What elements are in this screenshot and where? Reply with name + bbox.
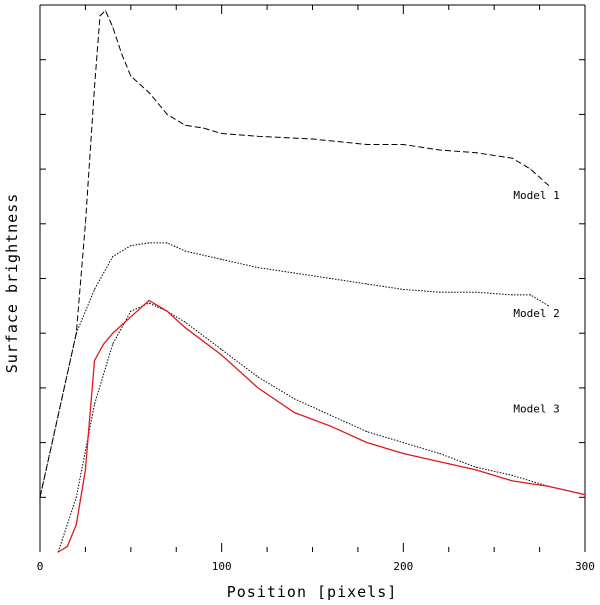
data-point: [184, 327, 186, 329]
data-point: [112, 332, 114, 334]
plot-axes: [39, 4, 586, 552]
data-point: [584, 493, 586, 496]
data-point: [221, 258, 223, 260]
data-point: [99, 15, 101, 17]
data-point: [93, 288, 96, 291]
data-point: [439, 461, 441, 463]
data-point: [184, 124, 186, 126]
series-layer: [39, 9, 586, 553]
data-point: [202, 127, 205, 129]
series-line-model-2: [39, 242, 549, 498]
data-point: [330, 425, 332, 427]
data-point: [511, 157, 513, 159]
data-point: [548, 305, 550, 307]
data-point: [257, 387, 259, 389]
data-point: [75, 496, 77, 498]
data-point: [475, 291, 477, 293]
data-point: [84, 223, 87, 225]
data-point: [166, 310, 168, 312]
data-point: [130, 316, 132, 318]
data-point: [439, 452, 441, 455]
data-point: [221, 132, 223, 135]
data-point: [148, 299, 150, 301]
series-line-observed: [57, 299, 586, 553]
data-point: [311, 138, 314, 140]
data-point: [184, 321, 186, 323]
data-point: [130, 310, 132, 312]
data-point: [184, 250, 186, 252]
data-point: [529, 168, 532, 170]
series-annotation: Model 3: [513, 403, 559, 416]
series-annotation: Model 1: [513, 189, 559, 202]
data-point: [293, 272, 295, 274]
data-point: [366, 442, 368, 444]
data-point: [121, 53, 123, 55]
x-tick-label: 200: [393, 560, 413, 573]
data-point: [511, 474, 513, 477]
data-point: [102, 343, 105, 345]
labels-layer: Position [pixels] Surface brightness 0 10…: [3, 189, 595, 601]
data-point: [148, 302, 150, 304]
data-point: [548, 485, 550, 487]
data-point: [439, 149, 441, 151]
x-tick-label: 0: [37, 560, 44, 573]
data-point: [112, 343, 114, 345]
data-point: [529, 294, 532, 296]
data-point: [93, 359, 96, 362]
data-point: [57, 414, 59, 416]
data-point: [293, 398, 295, 400]
data-point: [475, 152, 477, 154]
data-point: [402, 452, 404, 455]
data-point: [93, 403, 96, 405]
data-point: [148, 91, 150, 94]
data-point: [330, 277, 332, 280]
data-point: [148, 242, 150, 244]
series-line-model-1: [39, 9, 550, 498]
data-point: [75, 332, 77, 334]
data-point: [112, 256, 114, 258]
data-point: [39, 496, 41, 498]
data-point: [166, 242, 168, 244]
data-point: [330, 414, 332, 416]
x-axis-title: Position [pixels]: [227, 583, 398, 601]
data-point: [511, 294, 513, 296]
data-point: [104, 9, 106, 12]
x-tick-label: 300: [575, 560, 595, 573]
data-point: [366, 143, 368, 146]
data-point: [75, 524, 77, 526]
data-point: [166, 113, 168, 115]
data-point: [112, 26, 114, 28]
y-axis-title: Surface brightness: [3, 193, 21, 374]
data-point: [475, 469, 477, 471]
data-point: [257, 266, 259, 269]
series-annotation: Model 2: [513, 307, 559, 320]
data-point: [130, 245, 132, 247]
data-point: [475, 466, 477, 468]
data-point: [93, 86, 96, 88]
data-point: [130, 75, 132, 77]
data-point: [221, 349, 223, 351]
data-point: [366, 283, 368, 285]
data-point: [402, 143, 404, 146]
data-point: [257, 376, 259, 378]
data-point: [366, 431, 368, 433]
data-point: [548, 184, 550, 187]
data-point: [511, 480, 513, 482]
data-point: [439, 291, 441, 293]
series-line-model-3: [57, 302, 586, 553]
data-point: [257, 135, 259, 137]
data-point: [293, 411, 295, 414]
data-point: [402, 288, 404, 291]
data-point: [84, 469, 87, 471]
data-point: [402, 442, 404, 444]
data-point: [57, 551, 59, 553]
data-point: [66, 545, 68, 548]
x-tick-label: 100: [212, 560, 232, 573]
data-point: [221, 354, 223, 356]
